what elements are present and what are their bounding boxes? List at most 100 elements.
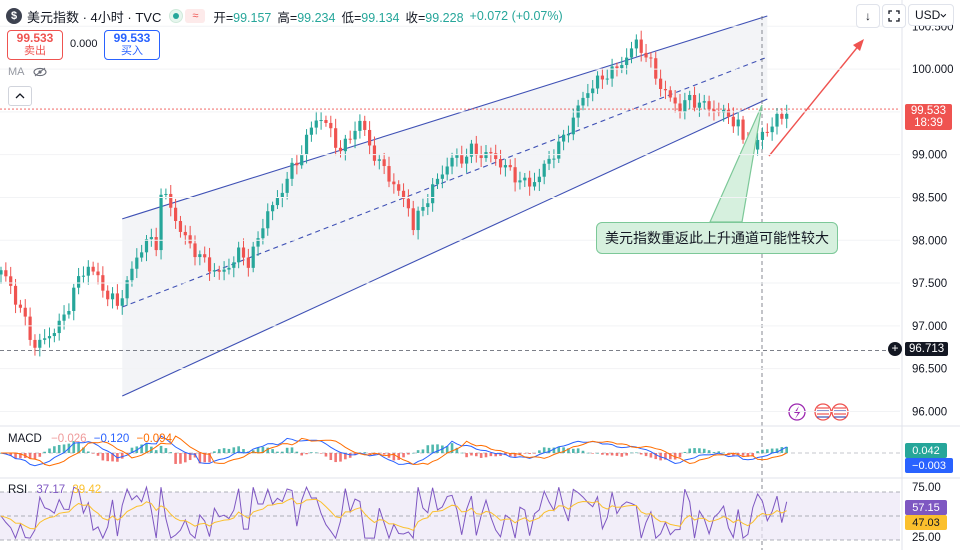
macd-histogram-bar xyxy=(455,447,459,453)
macd-histogram-bar xyxy=(111,453,114,462)
macd-histogram-bar xyxy=(649,453,653,458)
macd-histogram-bar xyxy=(416,450,420,453)
candle-body xyxy=(154,237,158,251)
macd-histogram-bar xyxy=(693,448,696,453)
download-button[interactable]: ↓ xyxy=(856,4,880,28)
candle-body xyxy=(736,119,740,127)
candle-body xyxy=(547,158,551,164)
candle-body xyxy=(275,197,280,206)
ohlc-open: 开=99.157 xyxy=(213,10,272,25)
candle-body xyxy=(668,90,672,98)
ma-indicator-legend[interactable]: MA xyxy=(8,66,47,78)
macd-histogram-bar xyxy=(82,447,85,453)
candle-body xyxy=(586,93,590,98)
candle-body xyxy=(13,285,18,305)
macd-histogram-bar xyxy=(601,453,604,455)
macd-histogram-bar xyxy=(465,453,468,458)
candle-body xyxy=(770,126,774,133)
sell-button[interactable]: 99.533 卖出 xyxy=(7,30,63,60)
crosshair-price-tag[interactable]: + 96.713 xyxy=(888,340,954,357)
candle-body xyxy=(164,193,168,195)
macd-histogram-bar xyxy=(630,452,633,454)
macd-pane xyxy=(0,435,900,467)
macd-histogram-bar xyxy=(669,453,672,460)
candle-body xyxy=(591,88,595,94)
macd-histogram-bar xyxy=(751,453,755,457)
macd-histogram-bar xyxy=(402,453,405,458)
macd-histogram-bar xyxy=(271,449,274,453)
candle-body xyxy=(188,235,192,244)
ohlc-low: 低=99.134 xyxy=(341,10,400,25)
macd-histogram-bar xyxy=(329,453,333,461)
annotation-callout[interactable]: 美元指数重返此上升通道可能性较大 xyxy=(596,222,838,254)
plus-icon[interactable]: + xyxy=(888,341,902,356)
candle-body xyxy=(785,113,789,119)
macd-histogram-bar xyxy=(120,453,124,459)
candle-body xyxy=(62,314,66,321)
macd-histogram-bar xyxy=(494,453,497,457)
rsi-pane xyxy=(0,485,900,541)
macd-histogram-bar xyxy=(174,453,177,464)
candle-body xyxy=(397,184,401,191)
ohlc-change: +0.072 (+0.07%) xyxy=(469,9,563,23)
candle-body xyxy=(659,78,663,89)
last-price-tag: 99.533 18:39 xyxy=(905,104,952,130)
market-open-icon xyxy=(169,9,184,23)
forecast-arrow-line xyxy=(768,43,861,157)
symbol-title[interactable]: 美元指数 · 4小时 · TVC xyxy=(27,9,162,25)
rsi-ma-value: 39.42 xyxy=(72,484,102,496)
data-status-icon[interactable]: ≈ xyxy=(185,9,206,23)
candle-body xyxy=(183,231,187,236)
candle-body xyxy=(348,138,352,140)
candle-body xyxy=(663,88,668,91)
macd-hist-value: −0.026 xyxy=(51,433,87,445)
eye-hidden-icon[interactable] xyxy=(32,67,47,77)
macd-histogram-bar xyxy=(324,453,328,457)
candle-body xyxy=(285,178,289,193)
candle-body xyxy=(537,176,541,183)
channel-fill xyxy=(122,16,768,397)
macd-histogram-bar xyxy=(635,452,638,454)
macd-histogram-bar xyxy=(179,453,182,464)
macd-histogram-bar xyxy=(445,446,449,453)
macd-histogram-bar xyxy=(48,448,51,453)
macd-histogram-bar xyxy=(368,453,371,455)
macd-histogram-bar xyxy=(407,453,410,455)
ma-label: MA xyxy=(8,66,25,78)
candle-body xyxy=(615,66,619,69)
buy-button[interactable]: 99.533 买入 xyxy=(104,30,160,60)
candle-body xyxy=(377,159,381,161)
candle-body xyxy=(159,194,163,251)
rsi-ma-line xyxy=(0,497,787,531)
candle-body xyxy=(300,154,304,166)
collapse-legend-button[interactable] xyxy=(8,86,32,106)
candle-body xyxy=(683,100,687,113)
candle-body xyxy=(174,207,178,222)
candle-body xyxy=(18,304,22,308)
macd-histogram-bar xyxy=(542,447,546,453)
macd-histogram-bar xyxy=(363,452,367,453)
candle-body xyxy=(353,130,357,140)
candle-body xyxy=(67,310,71,315)
candle-body xyxy=(144,239,149,253)
candle-body xyxy=(241,247,246,258)
candle-body xyxy=(697,102,701,108)
candle-body xyxy=(416,210,420,231)
price-tick-label: 98.000 xyxy=(912,235,947,247)
macd-histogram-bar xyxy=(567,448,570,453)
candle-body xyxy=(649,57,653,59)
macd-histogram-bar xyxy=(576,448,580,453)
channel-middle-line xyxy=(122,56,768,308)
candle-body xyxy=(605,78,609,80)
candle-body xyxy=(271,205,275,212)
candle-body xyxy=(314,120,318,128)
candle-body xyxy=(217,270,221,272)
fullscreen-button[interactable] xyxy=(882,4,906,28)
macd-histogram-bar xyxy=(57,444,61,453)
candle-body xyxy=(47,336,52,339)
currency-select[interactable]: USD xyxy=(908,4,954,26)
candle-body xyxy=(251,246,255,268)
macd-histogram-bar xyxy=(217,449,221,453)
candle-body xyxy=(392,181,396,185)
